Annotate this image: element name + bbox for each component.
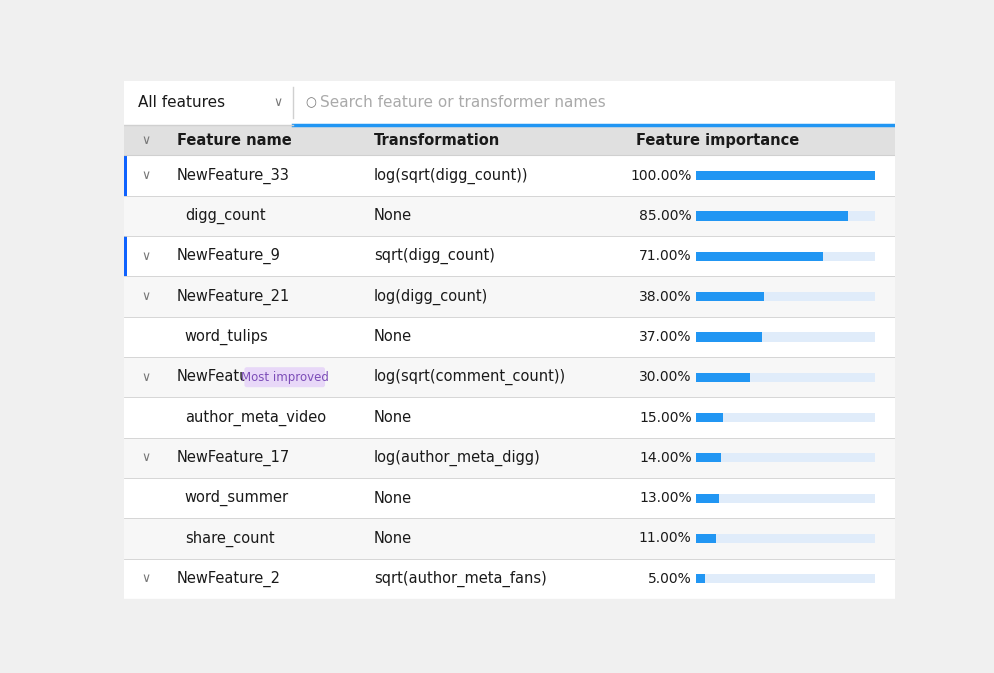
Text: 13.00%: 13.00% [638,491,691,505]
Text: Most improved: Most improved [241,371,328,384]
Text: None: None [374,209,412,223]
Text: digg_count: digg_count [185,208,265,224]
Bar [124,478,895,518]
Text: NewFeature_9: NewFeature_9 [177,248,280,264]
Text: ∨: ∨ [141,290,150,303]
Text: 85.00%: 85.00% [638,209,691,223]
Bar [124,236,895,277]
Text: ○: ○ [304,96,315,109]
Text: author_meta_video: author_meta_video [185,409,326,425]
Text: sqrt(digg_count): sqrt(digg_count) [374,248,494,264]
Text: word_tulips: word_tulips [185,329,268,345]
Text: Feature importance: Feature importance [635,133,798,147]
Bar [696,574,874,583]
Text: log(sqrt(digg_count)): log(sqrt(digg_count)) [374,168,528,184]
Bar [696,534,716,543]
Bar [696,171,874,180]
Text: None: None [374,491,412,505]
Text: word_summer: word_summer [185,490,288,506]
Bar [696,292,874,302]
Text: None: None [374,410,412,425]
Bar [696,332,761,341]
Text: 14.00%: 14.00% [638,451,691,465]
Text: NewFeature_17: NewFeature_17 [177,450,290,466]
Bar [124,518,895,559]
Text: share_count: share_count [185,530,274,546]
Text: 38.00%: 38.00% [638,289,691,304]
Text: ∨: ∨ [141,572,150,586]
Text: 30.00%: 30.00% [638,370,691,384]
Bar [124,125,895,155]
Bar [696,534,874,543]
Text: ∨: ∨ [141,452,150,464]
Text: ∨: ∨ [273,96,282,109]
Bar [124,277,895,317]
Bar [696,453,721,462]
Bar [696,211,847,221]
Bar [696,332,874,341]
Bar [696,453,874,462]
Bar [124,81,895,125]
Bar [696,413,874,422]
Text: log(sqrt(comment_count)): log(sqrt(comment_count)) [374,369,566,386]
Text: 71.00%: 71.00% [638,249,691,263]
Bar [696,493,719,503]
Text: 37.00%: 37.00% [638,330,691,344]
Bar [696,574,705,583]
Bar [696,252,874,261]
Text: NewFeature_21: NewFeature_21 [177,289,290,305]
Text: None: None [374,531,412,546]
Bar [124,437,895,478]
Text: None: None [374,329,412,345]
Text: ∨: ∨ [141,250,150,262]
Bar [124,357,895,397]
Text: log(digg_count): log(digg_count) [374,289,488,305]
Bar [696,252,822,261]
Bar [124,196,895,236]
Bar [696,413,723,422]
Text: Search feature or transformer names: Search feature or transformer names [320,95,605,110]
Bar [124,155,895,196]
Text: log(author_meta_digg): log(author_meta_digg) [374,450,540,466]
Text: ∨: ∨ [141,169,150,182]
Bar [124,155,126,196]
Bar [124,559,895,599]
Bar [124,317,895,357]
Text: Feature name: Feature name [177,133,291,147]
Bar [124,397,895,437]
Text: 5.00%: 5.00% [647,572,691,586]
Bar [696,493,874,503]
Text: ∨: ∨ [141,133,150,147]
Text: 11.00%: 11.00% [638,532,691,546]
Text: 100.00%: 100.00% [629,169,691,182]
Bar [696,373,749,382]
Text: sqrt(author_meta_fans): sqrt(author_meta_fans) [374,571,546,587]
Bar [696,292,763,302]
Text: NewFeature_33: NewFeature_33 [177,168,289,184]
FancyBboxPatch shape [245,367,325,387]
Text: Transformation: Transformation [374,133,500,147]
Text: ∨: ∨ [141,371,150,384]
Text: All features: All features [138,95,226,110]
Text: NewFeature_2: NewFeature_2 [177,571,280,587]
Bar [124,236,126,277]
Bar [696,211,874,221]
Text: 15.00%: 15.00% [638,411,691,425]
Bar [696,373,874,382]
Text: NewFeature_35: NewFeature_35 [177,369,290,386]
